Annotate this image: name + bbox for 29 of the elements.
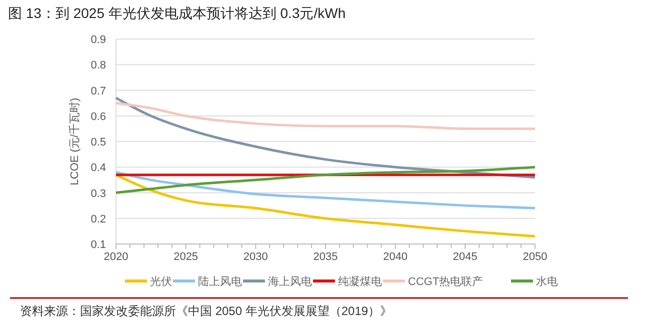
- x-tick-label: 2045: [452, 251, 478, 263]
- legend-label: 光伏: [150, 275, 172, 288]
- y-tick-label: 0.2: [90, 213, 106, 226]
- x-tick-label: 2020: [104, 251, 128, 263]
- x-tick-label: 2025: [174, 251, 198, 263]
- y-tick-label: 0.1: [90, 239, 106, 251]
- y-tick-label: 0.5: [90, 136, 106, 148]
- y-tick-label: 0.8: [90, 60, 106, 72]
- legend-label: 纯凝煤电: [338, 275, 382, 288]
- legend-label: 海上风电: [268, 275, 312, 288]
- line-series: [114, 166, 536, 194]
- line-series: [114, 174, 536, 238]
- legend-label: 陆上风电: [198, 275, 242, 288]
- text: 资料来源：国家发改委能源所《中国 2050 年光伏发展展望（2019）》: [20, 304, 392, 318]
- y-axis-title: LCOE (元/千瓦时): [68, 98, 81, 186]
- legend-label: 水电: [536, 275, 558, 288]
- x-tick-label: 2030: [243, 251, 268, 263]
- y-tick-label: 0.4: [90, 162, 106, 174]
- y-tick-label: 0.3: [90, 188, 106, 200]
- x-tick-label: 2050: [522, 251, 548, 263]
- line-series: [114, 171, 536, 210]
- x-tick-label: 2040: [383, 251, 408, 263]
- line-series: [114, 102, 536, 130]
- x-tick-label: 2035: [313, 251, 338, 263]
- chart-title: 图 13：到 2025 年光伏发电成本预计将达到 0.3元/kWh: [8, 5, 346, 21]
- y-tick-label: 0.6: [90, 110, 106, 123]
- y-tick-label: 0.7: [90, 85, 106, 98]
- legend-label: CCGT热电联产: [408, 275, 484, 288]
- y-tick-label: 0.9: [90, 34, 106, 46]
